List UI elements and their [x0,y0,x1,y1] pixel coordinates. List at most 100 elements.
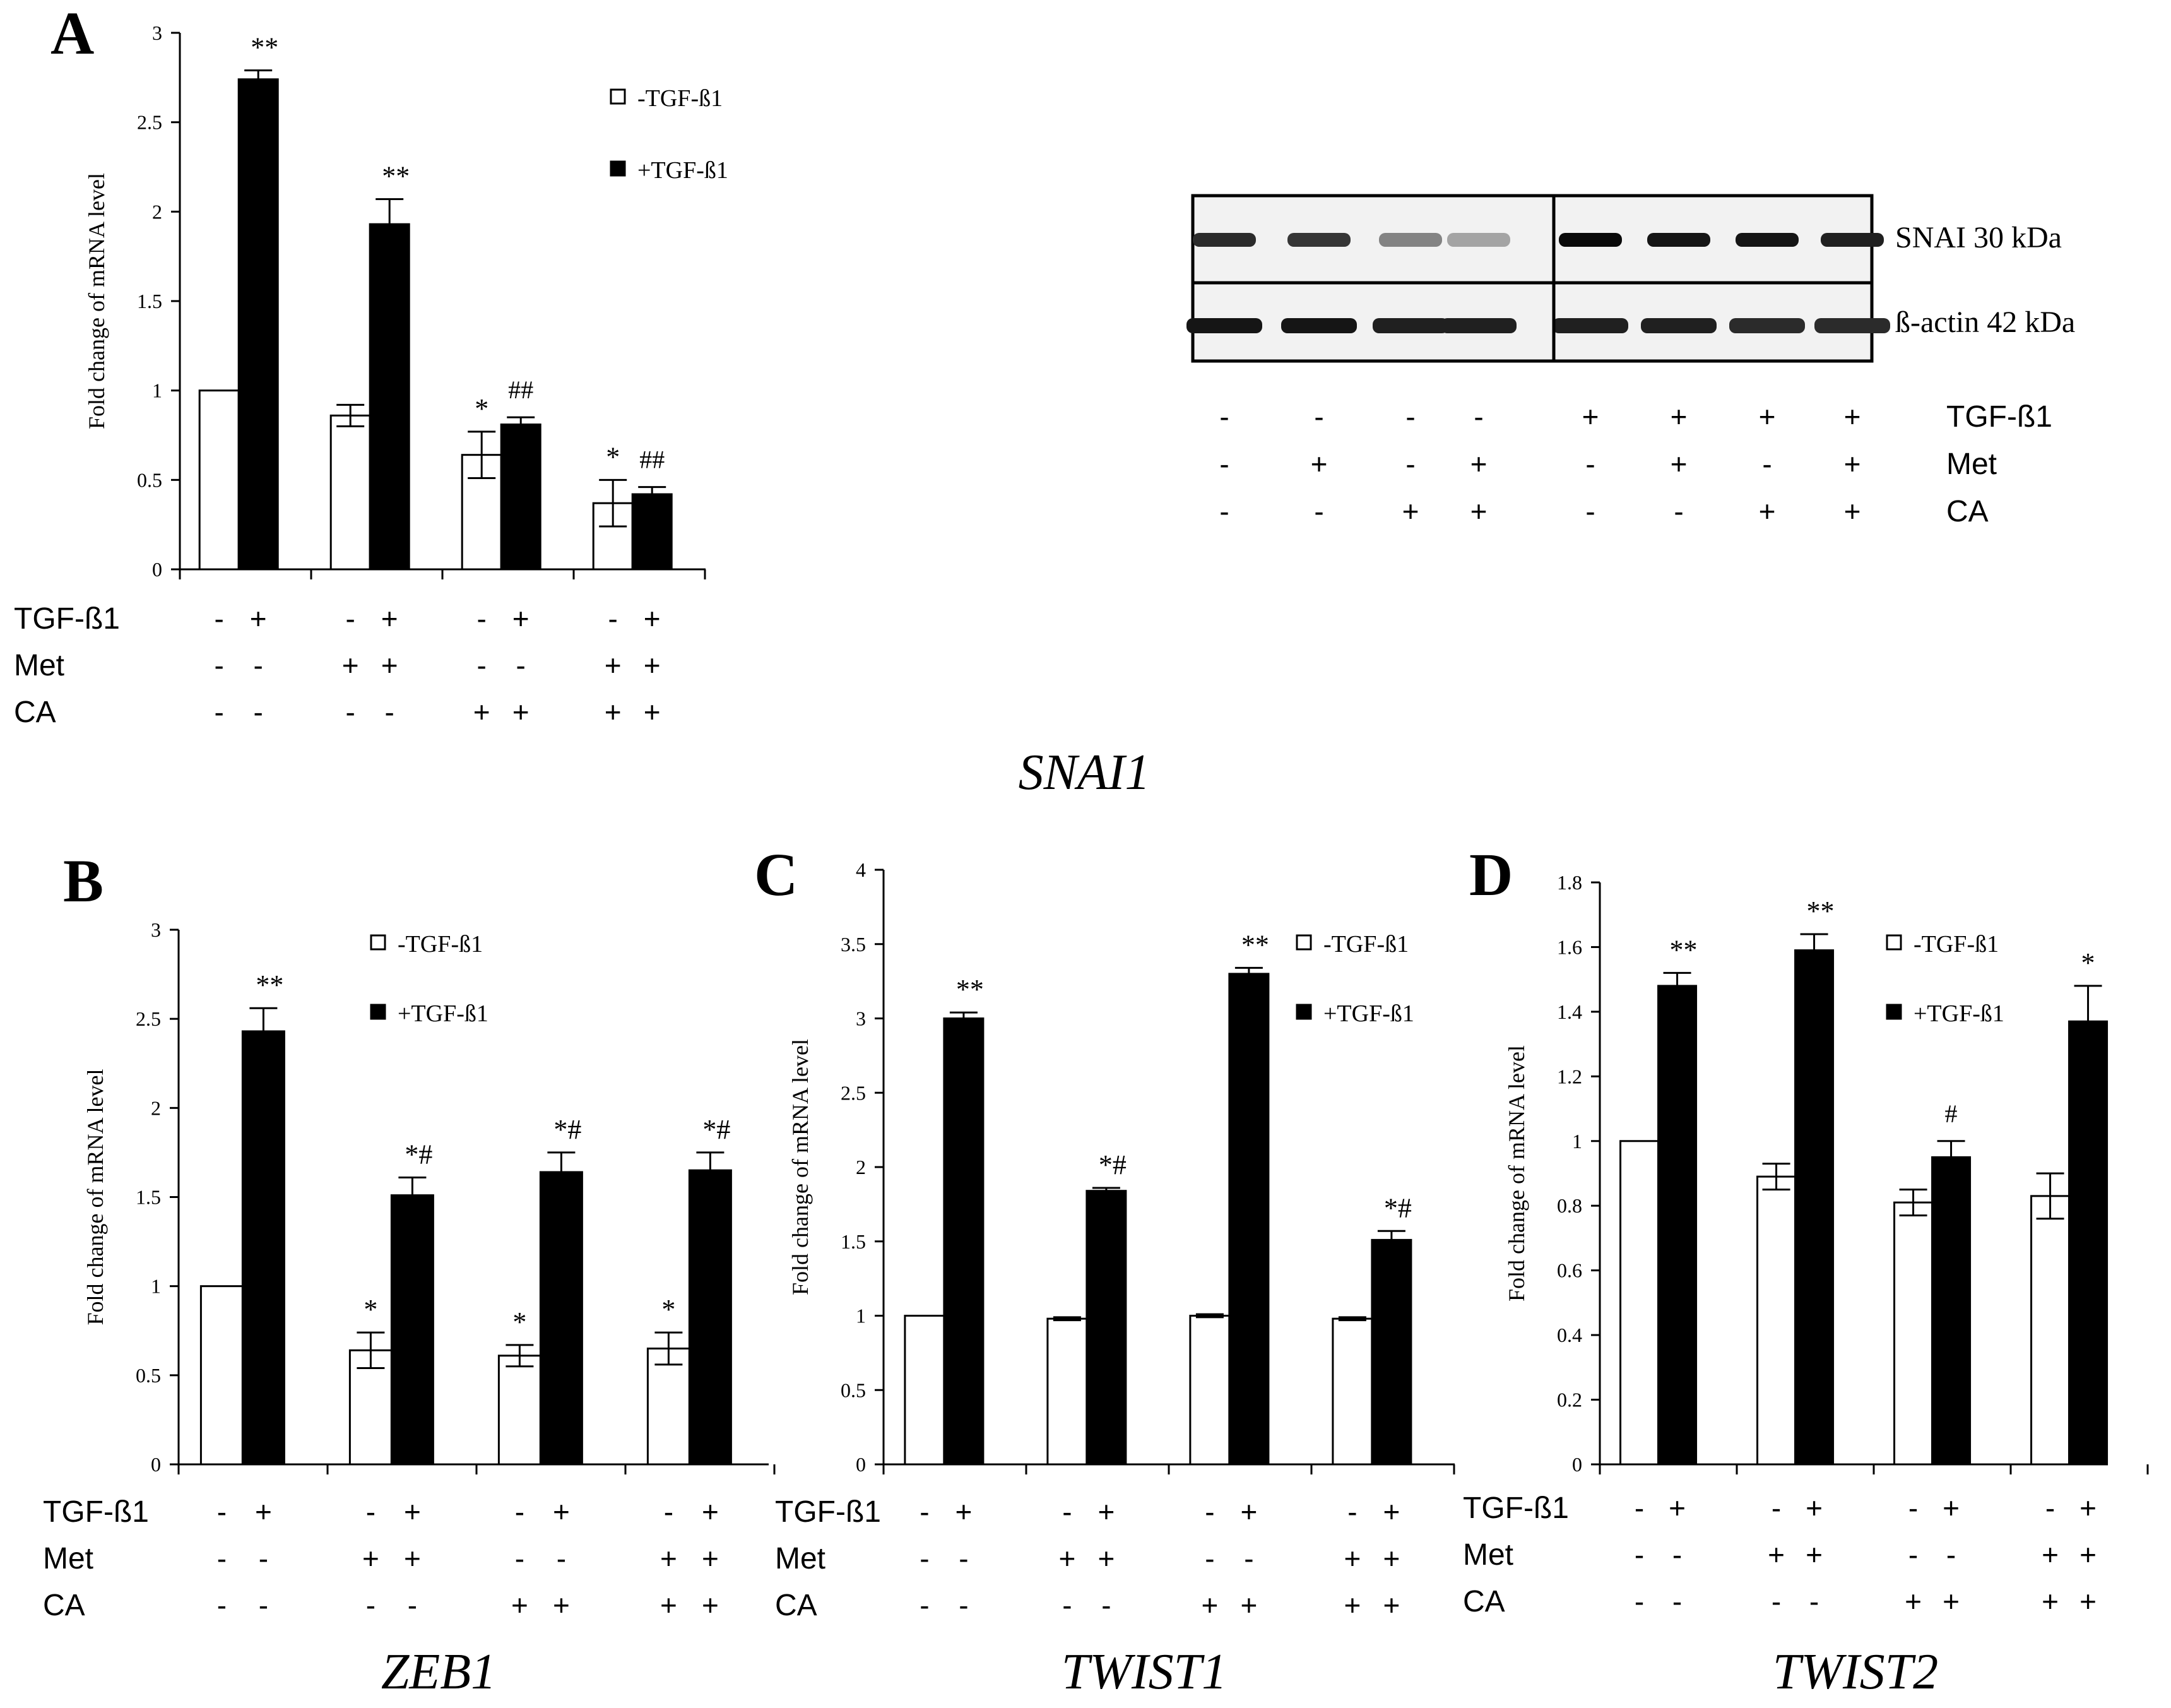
condition-mark: + [2079,1585,2097,1618]
legend-swatch [1886,934,1902,951]
bar [1189,1315,1231,1466]
condition-mark: + [1058,1542,1075,1575]
condition-mark: - [1635,1585,1644,1618]
significance-marker: * [364,1294,377,1325]
bar [1893,1201,1934,1466]
condition-mark: + [1806,1492,1823,1524]
condition-mark: + [404,1542,421,1575]
condition-mark: - [1946,1538,1956,1571]
condition-mark: - [477,649,487,682]
condition-mark: - [1101,1589,1111,1622]
y-tick-label: 2.5 [136,1007,161,1030]
blot-band [1373,318,1448,333]
legend-label: -TGF-ß1 [1323,931,1409,958]
condition-mark: - [2045,1492,2055,1524]
panel-c: C 0 0.5 1 1.5 2 2.5 3 3.5 4 Fold change of mRNA le… [754,841,1455,1700]
bar [497,1355,541,1466]
condition-mark: - [259,1542,268,1575]
bar [199,1285,244,1466]
condition-label: TGF-ß1 [14,602,120,636]
y-tick-label: 0 [152,558,162,581]
bar [1371,1238,1412,1466]
condition-mark: - [1347,1495,1357,1528]
blot-condition-mark: - [1405,400,1415,433]
blot-condition-label: CA [1946,495,1989,528]
y-axis-label: Fold change of mRNA level [1504,1045,1529,1302]
gene-title: TWIST2 [1773,1644,1938,1700]
condition-mark: + [1201,1589,1218,1622]
significance-marker: ** [382,161,410,192]
condition-mark: + [255,1495,272,1528]
y-tick-label: 2 [152,200,162,223]
legend-label: -TGF-ß1 [637,85,723,112]
y-tick-label: 1.4 [1557,1000,1582,1023]
condition-mark: - [1244,1542,1253,1575]
y-tick-label: 0 [1572,1453,1582,1476]
significance-marker: ** [1807,896,1835,927]
condition-mark: - [366,1495,376,1528]
y-tick-label: 0.5 [136,1364,161,1387]
condition-mark: + [381,649,398,682]
legend-label: -TGF-ß1 [1914,931,1999,958]
condition-mark: - [346,696,355,728]
blot-condition-mark: + [1402,495,1419,528]
legend-swatch [1886,1004,1902,1020]
bar [1756,1175,1797,1466]
condition-mark: - [346,602,355,635]
blot-condition-mark: + [1844,495,1861,528]
condition-mark: - [1635,1538,1644,1571]
blot-condition-mark: + [1671,448,1688,480]
condition-mark: - [608,602,618,635]
condition-mark: + [1383,1495,1400,1528]
condition-mark: - [1205,1542,1214,1575]
condition-mark: + [702,1542,719,1575]
panel-a: A 0 0.5 1 1.5 2 2.5 3 Fold change of mRNA level *… [14,0,1150,800]
y-tick-label: 1 [856,1305,866,1327]
blot-condition-mark: - [1219,495,1229,528]
significance-marker: *# [1384,1192,1412,1223]
condition-mark: + [660,1542,677,1575]
blot-condition-mark: + [1671,400,1688,433]
condition-mark: + [1943,1585,1960,1618]
blot-band [1559,233,1622,247]
condition-label: Met [775,1542,825,1575]
condition-mark: - [1772,1585,1781,1618]
condition-mark: + [342,649,359,682]
condition-mark: + [1344,1589,1361,1622]
condition-mark: - [1908,1538,1918,1571]
bar [237,78,279,571]
significance-marker: ** [1241,929,1269,960]
condition-mark: - [215,602,224,635]
condition-mark: - [408,1589,417,1622]
blot-condition-mark: - [1674,495,1683,528]
condition-mark: - [1062,1495,1072,1528]
gene-title: ZEB1 [381,1644,496,1700]
panel-letter-c: C [754,841,798,908]
condition-mark: - [254,649,263,682]
condition-mark: + [512,602,529,635]
y-tick-label: 2 [856,1156,866,1178]
y-axis-label: Fold change of mRNA level [84,173,109,429]
condition-mark: - [959,1542,968,1575]
blot-band [1736,233,1799,247]
y-tick-label: 0.2 [1557,1389,1582,1411]
condition-mark: + [2042,1538,2059,1571]
condition-mark: + [1383,1542,1400,1575]
bar [1931,1156,1972,1466]
condition-mark: + [553,1495,570,1528]
condition-mark: - [515,1495,524,1528]
condition-mark: - [259,1589,268,1622]
condition-mark: + [702,1589,719,1622]
blot-condition-mark: + [1470,495,1488,528]
significance-marker: * [512,1307,526,1337]
legend-swatch [1296,1004,1312,1020]
y-tick-label: 0.6 [1557,1259,1582,1282]
condition-mark: + [250,602,267,635]
y-tick-label: 1.2 [1557,1065,1582,1088]
condition-mark: + [1943,1492,1960,1524]
condition-label: CA [43,1589,85,1622]
condition-mark: - [959,1589,968,1622]
bar [1794,949,1835,1466]
bar [943,1017,985,1466]
